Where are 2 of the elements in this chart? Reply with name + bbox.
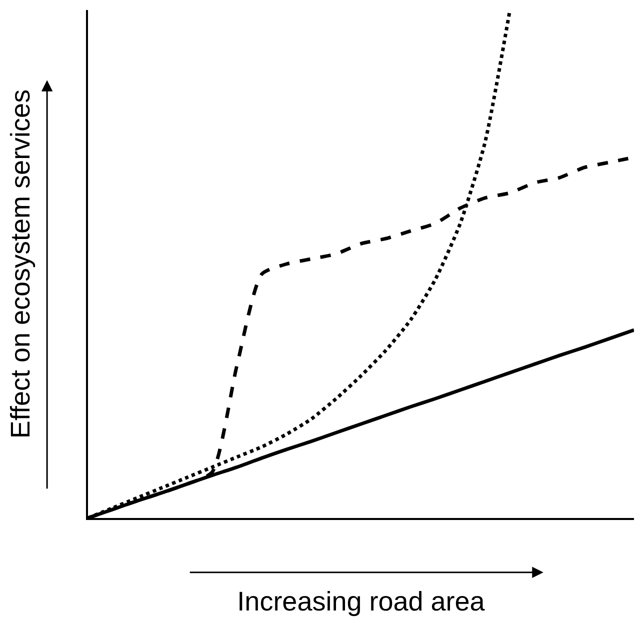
- y-axis-title: Effect on ecosystem services: [6, 89, 36, 439]
- x-axis-title: Increasing road area: [237, 586, 486, 616]
